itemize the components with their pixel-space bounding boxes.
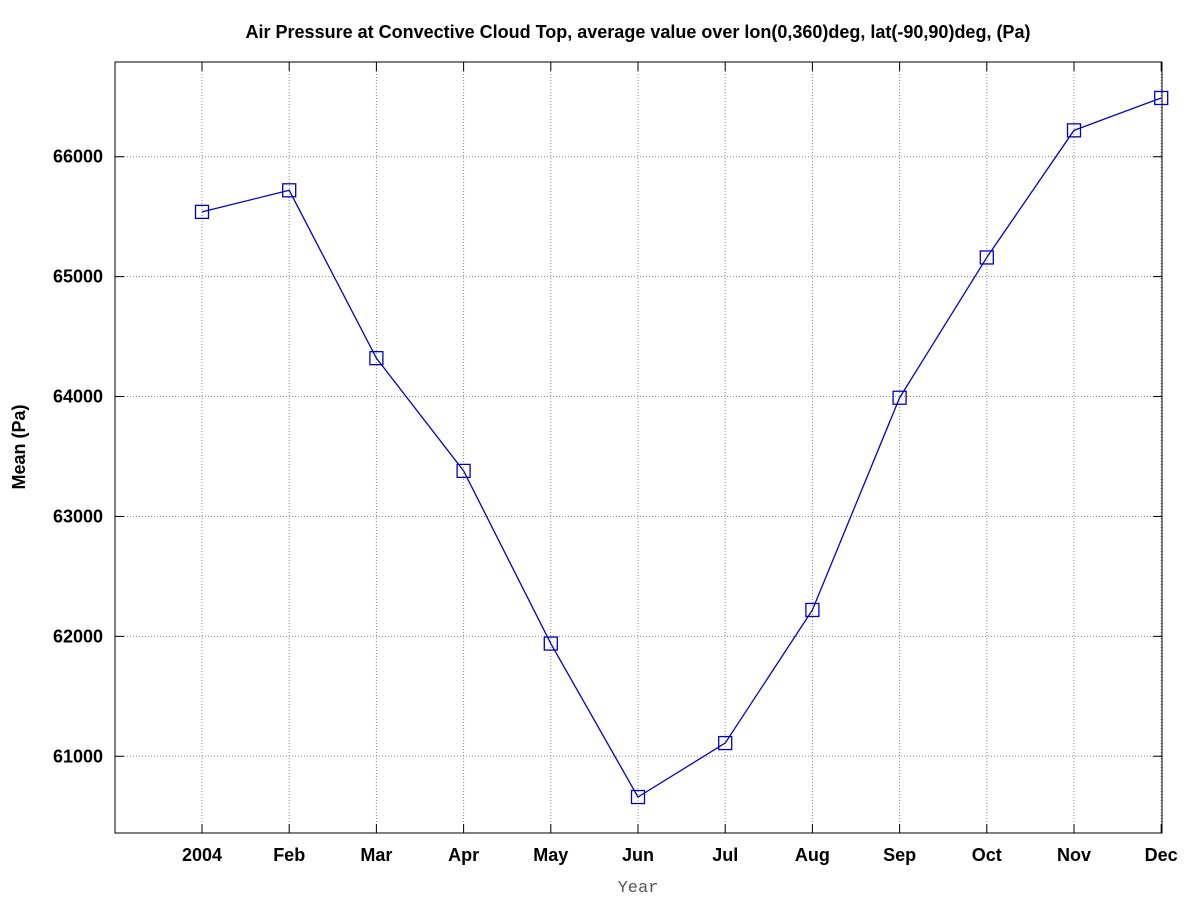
data-point-mar — [369, 351, 384, 366]
series-line — [201, 97, 1162, 798]
data-point-feb — [282, 183, 297, 198]
chart-title: Air Pressure at Convective Cloud Top, av… — [246, 22, 1031, 42]
x-tick-label: Dec — [1145, 845, 1178, 865]
data-point-dec — [1154, 90, 1169, 106]
x-tick-label: Aug — [795, 845, 830, 865]
data-point-nov — [1066, 123, 1082, 138]
y-tick-label: 64000 — [53, 387, 103, 407]
x-tick-label: Oct — [972, 845, 1002, 865]
y-tick-label: 61000 — [53, 746, 103, 766]
x-tick-label: Jun — [622, 845, 654, 865]
y-tick-label: 63000 — [53, 506, 103, 526]
x-axis-label: Year — [618, 879, 659, 898]
data-point-jun — [630, 789, 646, 805]
data-point-oct — [979, 250, 994, 265]
x-tick-label: Feb — [273, 845, 305, 865]
x-axis: 2004 Feb Mar Apr May Jun Jul Aug Sep Oct Nov Dec — [182, 62, 1178, 865]
data-point-may — [543, 636, 558, 651]
grid — [115, 62, 1162, 833]
data-point-aug — [805, 602, 820, 618]
data-point-apr — [456, 463, 471, 479]
y-tick-label: 62000 — [53, 626, 103, 646]
x-tick-label: Apr — [448, 845, 479, 865]
x-tick-label: Sep — [883, 845, 916, 865]
series — [194, 90, 1169, 805]
y-tick-label: 65000 — [53, 267, 103, 287]
x-tick-label: 2004 — [182, 845, 222, 865]
x-tick-label: Jul — [712, 845, 738, 865]
y-tick-label: 66000 — [53, 147, 103, 167]
plot-frame — [114, 61, 1163, 834]
data-point-jul — [718, 735, 733, 751]
data-point-sep — [892, 390, 907, 405]
x-tick-label: Nov — [1057, 845, 1091, 865]
x-tick-label: May — [533, 845, 568, 865]
x-tick-label: Mar — [360, 845, 392, 865]
data-point-2004 — [194, 204, 210, 220]
y-axis: 61000 62000 63000 64000 65000 66000 — [53, 147, 1162, 766]
y-axis-label: Mean (Pa) — [9, 404, 29, 489]
